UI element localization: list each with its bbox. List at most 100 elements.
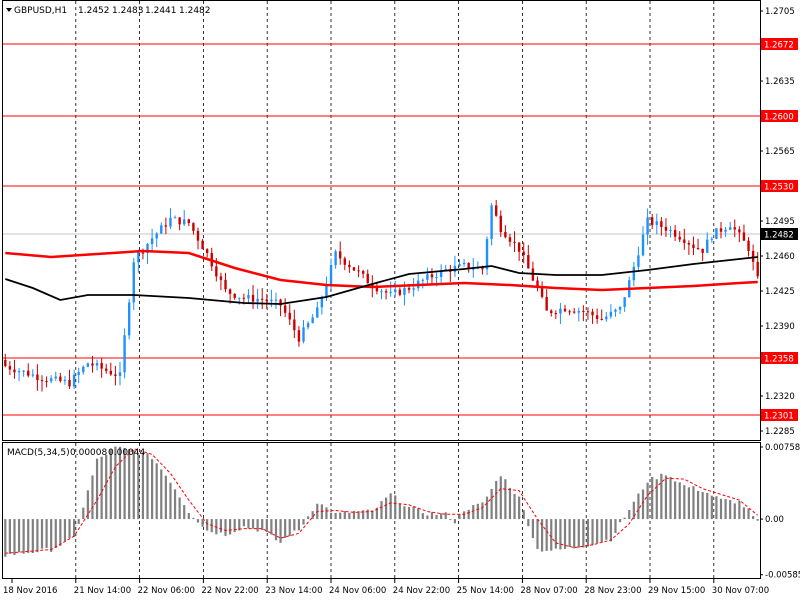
macd-bar [297,519,301,531]
price-axis: 1.2705 1.2635 1.2565 1.2495 1.2460 1.2425 1.23… [760,7,798,437]
candle-bull [72,374,76,387]
macd-bar [527,519,530,527]
candle-bull [132,262,135,303]
candle-bear [696,248,700,250]
candle-bear [733,227,736,230]
close-value: 1.2482 [179,6,211,16]
candle-bull [17,371,21,373]
macd-bar [352,510,356,520]
macd-bar [495,480,498,520]
x-tick-label: 22 Nov 06:00 [138,586,195,596]
macd-axis: 0.00758 0.00 -0.00585 [760,443,800,581]
candle-bear [572,311,576,313]
dropdown-triangle-icon[interactable] [6,8,12,12]
candle-bear [293,319,296,331]
x-tick-label: 22 Nov 22:00 [201,586,258,596]
x-tick-label: 25 Nov 14:00 [457,586,514,596]
macd-bar [22,519,25,554]
macd-bar [623,517,626,520]
candle-bull [453,265,457,272]
macd-bar [628,510,631,520]
candle-bear [219,276,223,280]
candle-bear [297,330,301,342]
macd-bar [334,512,337,520]
macd-bar [568,519,571,548]
candle-bear [251,295,255,302]
macd-bar [238,519,241,531]
candle-bull [706,239,709,253]
candle-bear [563,308,567,312]
candle-bear [407,287,411,290]
macd-bar [513,493,516,520]
macd-bar [655,479,658,520]
macd-bar [449,519,452,521]
candle-bull [421,279,424,281]
candle-bull [614,309,617,312]
y-tick-label: 1.2565 [765,147,795,157]
candle-bull [270,299,273,302]
macd-header: MACD(5,34,5) 0.00008 0.00044 [7,448,145,458]
chart-header: GBPUSD,H1 1.2452 1.2483 1.2441 1.2482 [6,6,211,16]
candle-bear [283,305,287,313]
time-axis: 18 Nov 2016 21 Nov 14:00 22 Nov 06:00 22 No… [3,579,769,596]
price-tag-label: 1.2530 [764,183,794,193]
candle-bear [660,221,663,227]
macd-signal-path [5,448,759,554]
candle-bear [494,205,498,216]
macd-bar [669,476,672,520]
candlestick-series [4,200,759,392]
level-price-tag [761,352,798,364]
macd-bar [151,459,154,520]
macd-bar [742,507,746,520]
candle-bear [196,230,200,241]
candle-bull [444,269,447,271]
candle-bear [554,313,558,315]
candle-bear [192,223,195,231]
candle-bear [678,236,681,240]
candle-bull [169,217,172,227]
macd-bar [729,500,732,520]
price-tag-label: 1.2600 [764,113,794,123]
macd-bar [518,496,521,520]
macd-bar [467,509,470,520]
macd-bar [407,507,411,520]
macd-bar [490,488,493,520]
candle-bull [380,291,383,293]
macd-bar [279,519,282,543]
macd-bar [614,519,617,533]
macd-bar [82,507,85,520]
candle-bear [568,311,571,313]
macd-bar [357,511,360,520]
candle-bear [366,273,369,284]
macd-bar [710,495,713,520]
candle-bear [742,232,746,241]
macd-bar [17,519,21,553]
candle-bear [673,230,677,237]
macd-bar [641,489,645,520]
macd-bar [325,507,328,520]
candle-bear [756,261,759,277]
macd-bar [206,519,209,531]
macd-bar [86,490,89,520]
macd-bar [609,519,612,542]
candle-bull [118,372,122,376]
candle-bull [618,306,622,310]
macd-bar [394,495,397,520]
macd-bar [664,475,668,520]
x-tick-label: 28 Nov 07:00 [520,586,577,596]
macd-bar [45,519,48,548]
candle-bear [178,217,181,225]
macd-bar [265,519,268,532]
macd-bar [256,519,259,532]
macd-bar [160,469,163,520]
candle-bull [334,251,337,265]
macd-bar [73,519,76,537]
macd-bar [247,519,250,529]
macd-bar [288,519,291,536]
candle-bull [302,327,305,342]
candle-bear [527,255,530,269]
macd-bar [504,479,507,520]
y-tick-label: 1.2635 [765,77,795,87]
macd-bar [384,497,388,520]
price-tag-label: 1.2482 [764,231,794,241]
